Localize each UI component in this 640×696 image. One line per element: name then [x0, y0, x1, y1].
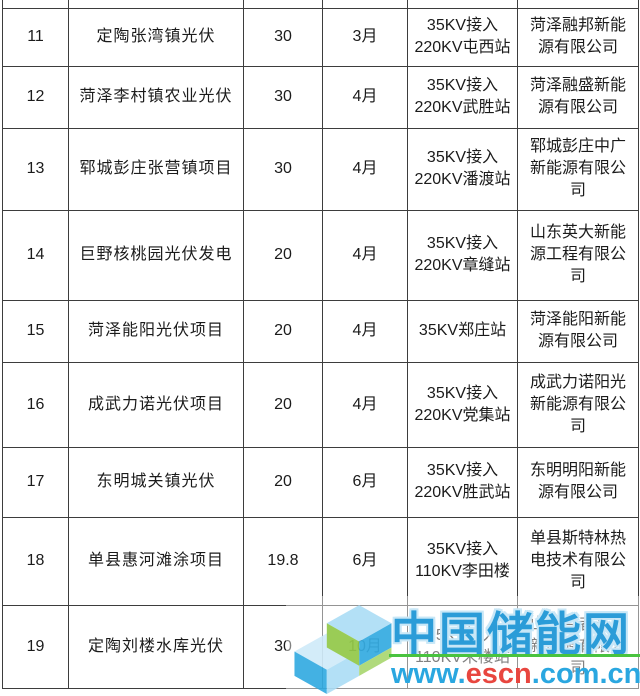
cell-capacity-mw: 30: [243, 604, 323, 689]
cell-grid-connection: 35KV接入 220KV章缝站: [407, 209, 518, 301]
cell-company-name: 菏泽能阳新能源有限公司: [517, 299, 639, 363]
grid-connection-line1: 35KV接入: [426, 462, 499, 479]
cell-row-number: 17: [2, 446, 69, 518]
grid-connection-line2: 110KV朱楼站: [415, 648, 510, 666]
cell-capacity-mw: 19.8: [243, 516, 323, 606]
cell-project-name: 菏泽李村镇农业光伏: [68, 65, 244, 129]
cell-company-name: 菏泽融盛新能源有限公司: [517, 65, 639, 129]
cell-company-name: 成武力诺阳光新能源有限公司: [517, 361, 639, 448]
cell-grid-connection: 35KV接入 220KV屯西站: [407, 7, 518, 67]
cell-row-number: 11: [2, 7, 69, 67]
table-row: 16 成武力诺光伏项目 20 4月 35KV接入 220KV党集站 成武力诺阳光新能源有限公…: [2, 361, 639, 448]
cell-row-number: 18: [2, 516, 69, 606]
grid-connection-line1: 35KV接入: [426, 541, 499, 558]
cell-project-name: 定陶刘楼水库光伏: [68, 604, 244, 689]
cell-capacity-mw: 30: [243, 127, 323, 211]
cell-grid-month: 4月: [322, 361, 408, 448]
cell-project-name: 郓城彭庄张营镇项目: [68, 127, 244, 211]
cell-grid-connection: 35KV接入 220KV潘渡站: [407, 127, 518, 211]
cell-project-name: 单县惠河滩涂项目: [68, 516, 244, 606]
grid-connection-line1: 35KV郑庄站: [418, 322, 507, 339]
grid-connection-line2: 220KV屯西站: [414, 39, 511, 56]
cell-capacity-mw: 30: [243, 7, 323, 67]
cell-project-name: 巨野核桃园光伏发电: [68, 209, 244, 301]
cell-grid-month: 3月: [322, 7, 408, 67]
table-row: 12 菏泽李村镇农业光伏 30 4月 35KV接入 220KV武胜站 菏泽融盛新能源有限公司: [2, 65, 639, 129]
cell-company-name: 东明明阳新能源有限公司: [517, 446, 639, 518]
cell-row-number: 14: [2, 209, 69, 301]
cell-project-name: 东明城关镇光伏: [68, 446, 244, 518]
grid-connection-line2: 220KV章缝站: [414, 257, 511, 274]
grid-connection-line1: 35KV接入: [426, 17, 499, 34]
cutoff-cell: [68, 0, 244, 9]
cell-row-number: 15: [2, 299, 69, 363]
cutoff-cell: [243, 0, 323, 9]
cell-row-number: 13: [2, 127, 69, 211]
table-row: 18 单县惠河滩涂项目 19.8 6月 35KV接入 110KV李田楼 单县斯特林热电技术有…: [2, 516, 639, 606]
cell-grid-month: 6月: [322, 516, 408, 606]
cutoff-cell: [517, 0, 639, 9]
cell-capacity-mw: 20: [243, 209, 323, 301]
cell-capacity-mw: 20: [243, 446, 323, 518]
cell-grid-connection: 35KV接入 220KV胜武站: [407, 446, 518, 518]
cell-grid-month: 10月: [322, 604, 408, 689]
cutoff-cell: [322, 0, 408, 9]
cell-grid-connection: 35KV接入 110KV李田楼: [407, 516, 518, 606]
cell-company-name: 山东合者光电新能源有限公司: [517, 604, 639, 689]
cutoff-cell: [2, 0, 69, 9]
grid-connection-line2: 220KV党集站: [414, 406, 511, 424]
table-row: 13 郓城彭庄张营镇项目 30 4月 35KV接入 220KV潘渡站 郓城彭庄中广新能源有限…: [2, 127, 639, 211]
cell-row-number: 19: [2, 604, 69, 689]
cell-capacity-mw: 20: [243, 299, 323, 363]
table-row: 15 菏泽能阳光伏项目 20 4月 35KV郑庄站 菏泽能阳新能源有限公司: [2, 299, 639, 363]
table-row: 14 巨野核桃园光伏发电 20 4月 35KV接入 220KV章缝站 山东英大新能源工程有限…: [2, 209, 639, 301]
grid-connection-line2: 220KV武胜站: [414, 99, 511, 116]
cell-row-number: 12: [2, 65, 69, 129]
table-row: 19 定陶刘楼水库光伏 30 10月 35KV接入 110KV朱楼站 山东合者光电新能源有限…: [2, 604, 639, 689]
grid-connection-line2: 110KV李田楼: [415, 563, 510, 580]
grid-connection-line1: 35KV接入: [426, 626, 499, 644]
grid-connection-line1: 35KV接入: [426, 235, 499, 252]
cell-company-name: 单县斯特林热电技术有限公司: [517, 516, 639, 606]
cell-project-name: 菏泽能阳光伏项目: [68, 299, 244, 363]
cell-grid-month: 6月: [322, 446, 408, 518]
cell-company-name: 郓城彭庄中广新能源有限公司: [517, 127, 639, 211]
grid-connection-line1: 35KV接入: [426, 384, 499, 402]
cell-company-name: 菏泽融邦新能源有限公司: [517, 7, 639, 67]
cell-company-name: 山东英大新能源工程有限公司: [517, 209, 639, 301]
cutoff-cell: [407, 0, 518, 9]
cell-project-name: 定陶张湾镇光伏: [68, 7, 244, 67]
cell-grid-month: 4月: [322, 209, 408, 301]
grid-connection-line2: 220KV胜武站: [414, 484, 511, 501]
cell-grid-connection: 35KV接入 220KV党集站: [407, 361, 518, 448]
table-row: 17 东明城关镇光伏 20 6月 35KV接入 220KV胜武站 东明明阳新能源有限公司: [2, 446, 639, 518]
table-row: 11 定陶张湾镇光伏 30 3月 35KV接入 220KV屯西站 菏泽融邦新能源有限公司: [2, 7, 639, 67]
cell-grid-connection: 35KV接入 220KV武胜站: [407, 65, 518, 129]
cell-capacity-mw: 20: [243, 361, 323, 448]
cell-grid-month: 4月: [322, 299, 408, 363]
cell-project-name: 成武力诺光伏项目: [68, 361, 244, 448]
cell-grid-connection: 35KV接入 110KV朱楼站: [407, 604, 518, 689]
grid-connection-line2: 220KV潘渡站: [414, 171, 511, 188]
cell-row-number: 16: [2, 361, 69, 448]
cell-grid-month: 4月: [322, 65, 408, 129]
cell-capacity-mw: 30: [243, 65, 323, 129]
grid-connection-line1: 35KV接入: [426, 149, 499, 166]
cell-grid-month: 4月: [322, 127, 408, 211]
grid-connection-line1: 35KV接入: [426, 77, 499, 94]
cutoff-row: [2, 0, 639, 9]
cell-grid-connection: 35KV郑庄站: [407, 299, 518, 363]
